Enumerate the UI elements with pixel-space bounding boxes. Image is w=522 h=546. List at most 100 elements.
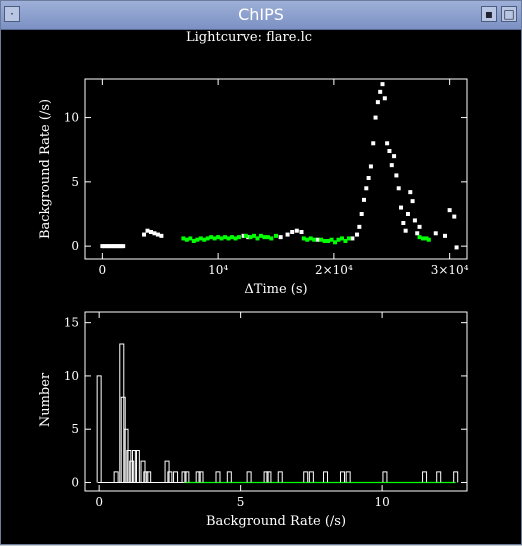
lightcurve-point: [202, 237, 207, 242]
lightcurve-point: [269, 236, 274, 241]
histogram-bar: [123, 428, 129, 483]
lightcurve-plot-frame: [84, 78, 468, 260]
lightcurve-point: [109, 244, 114, 249]
histogram-bar: [226, 471, 232, 483]
lightcurve-y-tick-label: 0: [71, 239, 79, 253]
histogram-bar: [129, 460, 135, 483]
lightcurve-point: [100, 244, 105, 249]
lightcurve-point: [312, 237, 317, 242]
histogram-y-tick-label: 10: [64, 369, 79, 383]
lightcurve-point: [233, 236, 238, 241]
histogram-x-tick-label: 10: [374, 495, 389, 509]
lightcurve-x-label: ΔTime (s): [244, 282, 307, 297]
histogram-bar: [134, 450, 140, 483]
lightcurve-point: [355, 232, 360, 237]
title-bar[interactable]: · ChIPS ▪ □: [1, 1, 521, 30]
lightcurve-point: [350, 236, 355, 241]
lightcurve-point: [412, 218, 417, 223]
lightcurve-point: [195, 237, 200, 242]
lightcurve-point: [246, 235, 251, 240]
lightcurve-y-tick-label: 10: [64, 111, 79, 125]
histogram-x-label: Background Rate (/s): [206, 514, 346, 529]
lightcurve-point: [308, 236, 313, 241]
lightcurve-point: [364, 186, 369, 191]
lightcurve-point: [359, 212, 364, 216]
minimize-icon[interactable]: ▪: [481, 6, 497, 22]
lightcurve-point: [357, 224, 362, 229]
lightcurve-point: [394, 173, 399, 178]
lightcurve-point: [401, 221, 406, 225]
window-menu-icon[interactable]: ·: [4, 6, 20, 22]
lightcurve-point: [243, 233, 248, 238]
lightcurve-point: [265, 235, 270, 240]
lightcurve-point: [294, 228, 299, 233]
histogram-bar: [263, 471, 269, 483]
histogram-bar: [146, 471, 152, 483]
lightcurve-point: [184, 237, 189, 242]
histogram-bar: [143, 471, 149, 483]
lightcurve-point: [278, 235, 283, 240]
lightcurve-point: [104, 244, 109, 249]
lightcurve-point: [380, 82, 385, 87]
lightcurve-point: [223, 235, 228, 240]
lightcurve-point: [181, 236, 186, 241]
histogram-bar: [308, 471, 314, 483]
lightcurve-point: [452, 214, 457, 219]
maximize-icon[interactable]: □: [501, 6, 517, 22]
histogram-bar: [167, 471, 173, 483]
lightcurve-point: [368, 164, 373, 169]
lightcurve-point: [405, 212, 410, 216]
lightcurve-x-tick-label: 0: [99, 263, 107, 277]
lightcurve-point: [415, 231, 420, 236]
lightcurve-point: [159, 233, 164, 238]
histogram-bar: [198, 471, 204, 483]
lightcurve-x-tick-label: 3×10⁴: [431, 263, 469, 277]
lightcurve-point: [378, 89, 383, 94]
lightcurve-point: [205, 236, 210, 241]
lightcurve-point: [443, 233, 448, 238]
histogram-bar: [96, 375, 102, 483]
histogram-bar: [382, 471, 388, 483]
histogram-y-tick-label: 0: [71, 475, 79, 489]
histogram-bar: [195, 471, 201, 483]
lightcurve-point: [361, 197, 366, 202]
histogram-bar: [126, 450, 132, 483]
histogram-bar: [345, 471, 351, 483]
lightcurve-point: [230, 235, 235, 240]
lightcurve-point: [392, 154, 397, 159]
lightcurve-point: [417, 235, 422, 240]
lightcurve-point: [339, 236, 344, 241]
lightcurve-point: [382, 96, 387, 101]
lightcurve-point: [111, 244, 116, 249]
lightcurve-point: [326, 239, 331, 243]
lightcurve-point: [385, 141, 390, 146]
lightcurve-chart: Background Rate (/s) ΔTime (s) 0 10⁴ 2×10⁴…: [38, 78, 469, 297]
lightcurve-point: [343, 239, 348, 243]
histogram-bar: [113, 471, 119, 483]
lightcurve-point: [152, 231, 157, 236]
histogram-bar: [453, 471, 459, 483]
lightcurve-point: [403, 228, 408, 233]
lightcurve-point: [447, 208, 452, 213]
lightcurve-point: [219, 236, 224, 241]
lightcurve-point: [417, 224, 422, 229]
lightcurve-point: [155, 232, 160, 237]
lightcurve-point: [389, 163, 394, 168]
histogram-bar: [119, 343, 125, 483]
lightcurve-point: [396, 186, 401, 191]
plot-svg: Lightcurve: flare.lc Background Rate (/s…: [38, 30, 469, 529]
lightcurve-point: [285, 232, 290, 237]
lightcurve-point: [188, 236, 193, 241]
lightcurve-point: [373, 115, 378, 120]
lightcurve-point: [255, 236, 260, 241]
histogram-bar: [339, 471, 345, 483]
lightcurve-point: [375, 100, 380, 105]
lightcurve-point: [118, 244, 123, 249]
lightcurve-point: [142, 232, 147, 237]
lightcurve-point: [212, 236, 217, 241]
histogram-bar: [323, 471, 329, 483]
lightcurve-point: [236, 235, 241, 240]
lightcurve-x-tick-label: 2×10⁴: [315, 263, 353, 277]
lightcurve-point: [258, 233, 263, 238]
